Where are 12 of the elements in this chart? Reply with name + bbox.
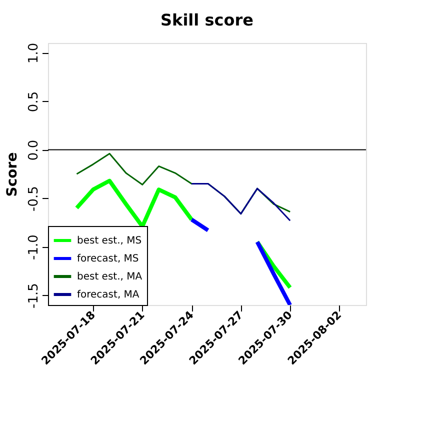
legend-label: forecast, MS [77, 254, 139, 264]
legend-label: best est., MS [77, 236, 142, 246]
y-axis-title: Score [4, 152, 20, 197]
y-tick-label: -0.5 [26, 186, 42, 212]
y-tick-label: 1.0 [26, 42, 42, 64]
y-tick-label: -1.5 [26, 283, 42, 308]
y-tick-label: 0.0 [26, 140, 42, 161]
y-tick-label: 0.5 [26, 91, 42, 112]
legend-label: forecast, MA [77, 290, 140, 300]
legend-label: best est., MA [77, 272, 142, 282]
chart-title: Skill score [160, 10, 254, 30]
y-tick-label: -1.0 [26, 234, 42, 260]
